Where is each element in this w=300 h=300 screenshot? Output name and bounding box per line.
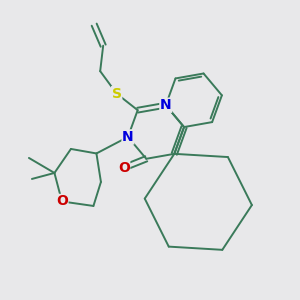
Text: O: O [56, 194, 68, 208]
Text: O: O [118, 161, 130, 175]
Text: S: S [112, 87, 122, 101]
Text: N: N [122, 130, 134, 144]
Text: N: N [160, 98, 172, 112]
